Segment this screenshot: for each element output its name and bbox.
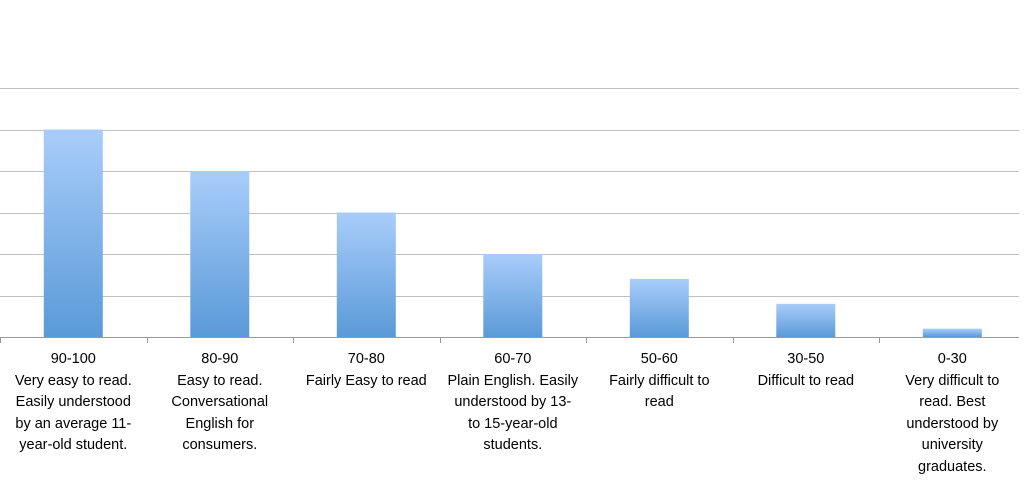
bar-0-30 xyxy=(922,328,982,337)
x-tick-label-0-30: 0-30 Very difficult to read. Best understoo… xyxy=(880,349,1024,478)
x-tick-label-line: graduates. xyxy=(918,458,987,475)
x-tick-label-line: year-old student. xyxy=(19,437,128,453)
x-tick-label-line: 90-100 xyxy=(50,351,96,367)
x-tick-label-line: Fairly difficult to xyxy=(609,372,710,389)
x-tick-label-line: read xyxy=(644,394,674,410)
bar-90-100 xyxy=(43,129,103,337)
x-axis xyxy=(0,337,1019,343)
x-tick-label-line: students. xyxy=(483,437,543,453)
x-tick-label-line: to 15-year-old xyxy=(468,415,558,432)
bar-50-60 xyxy=(629,278,689,337)
x-tick-label-80-90: 80-90 Easy to read. Conversational English … xyxy=(148,349,292,457)
x-tick-label-line: Difficult to read xyxy=(757,372,855,389)
x-tick-label-line: Conversational xyxy=(171,394,269,410)
bar-30-50 xyxy=(776,303,836,337)
x-tick-label-line: university xyxy=(921,437,983,453)
x-tick-label-line: 70-80 xyxy=(347,351,385,367)
gridlines xyxy=(0,88,1019,297)
x-tick-label-30-50: 30-50 Difficult to read xyxy=(734,349,878,392)
x-tick-label-line: Very easy to read. xyxy=(14,372,132,389)
x-tick-label-line: 50-60 xyxy=(640,351,678,367)
x-tick-label-line: by an average 11- xyxy=(15,415,132,432)
x-tick-label-line: read. Best xyxy=(919,394,986,410)
x-tick-label-line: 80-90 xyxy=(201,351,239,367)
x-tick-label-line: 60-70 xyxy=(494,351,532,367)
x-tick-label-50-60: 50-60 Fairly difficult to read xyxy=(587,349,731,414)
x-tick-label-70-80: 70-80 Fairly Easy to read xyxy=(294,349,438,392)
bar-60-70 xyxy=(483,254,543,337)
x-tick-label-line: Easy to read. xyxy=(177,372,263,389)
x-tick-label-line: Plain English. Easily xyxy=(447,372,579,389)
x-tick-label-60-70: 60-70 Plain English. Easily understood by … xyxy=(441,349,585,457)
x-tick-label-line: English for xyxy=(185,415,255,432)
x-tick-label-line: understood by xyxy=(906,415,999,432)
bar-70-80 xyxy=(336,212,396,337)
x-tick-label-line: Easily understood xyxy=(15,394,131,410)
x-tick-label-line: understood by 13- xyxy=(454,394,572,410)
bar-80-90 xyxy=(190,171,250,337)
x-tick-label-line: 30-50 xyxy=(787,351,825,367)
x-tick-label-line: consumers. xyxy=(182,437,258,453)
x-tick-label-90-100: 90-100 Very easy to read. Easily understoo… xyxy=(1,349,145,457)
bars xyxy=(43,129,982,337)
x-tick-label-line: Very difficult to xyxy=(905,372,1000,389)
x-tick-label-line: 0-30 xyxy=(937,351,967,367)
x-tick-label-line: Fairly Easy to read xyxy=(305,372,427,389)
